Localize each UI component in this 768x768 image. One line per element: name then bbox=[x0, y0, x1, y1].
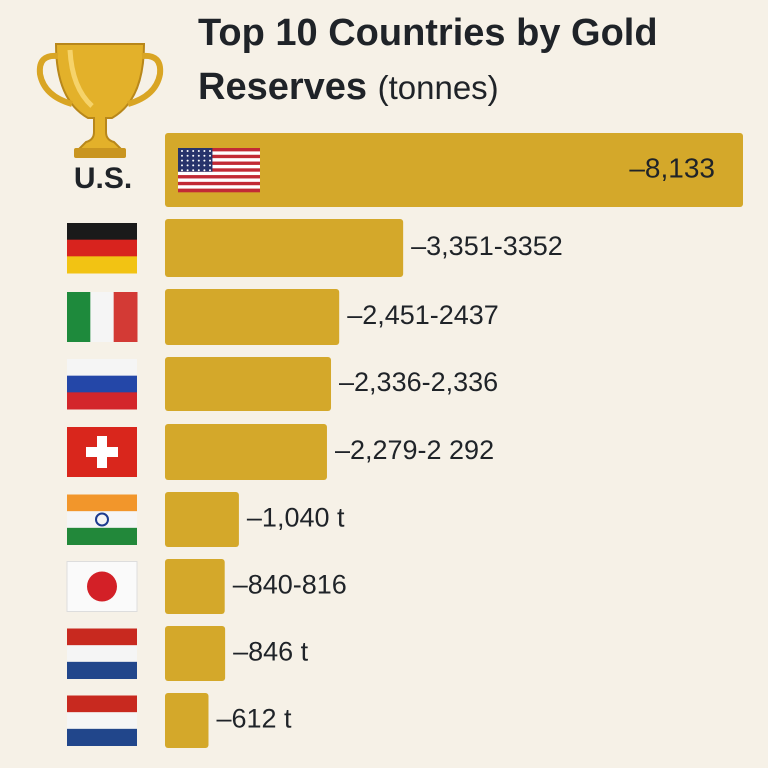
flag-star bbox=[209, 154, 211, 157]
flag-stripe bbox=[67, 645, 137, 663]
flag-stripe bbox=[67, 712, 137, 730]
flag-stripe bbox=[113, 292, 138, 342]
value-label: –3,351-3352 bbox=[411, 231, 563, 261]
value-label: –612 t bbox=[216, 704, 292, 734]
flag-star bbox=[181, 150, 183, 152]
flag-stripe bbox=[67, 728, 137, 746]
chart-title: Top 10 Countries by Gold Reserves bbox=[198, 12, 658, 108]
flag-star bbox=[186, 159, 189, 162]
flag-stripe bbox=[178, 175, 260, 179]
flag-stripe bbox=[178, 164, 260, 169]
flag-cross bbox=[86, 447, 118, 457]
flag-stripe bbox=[178, 171, 260, 176]
flag-stripe bbox=[67, 292, 91, 342]
flag-stripe bbox=[178, 158, 260, 162]
bar bbox=[165, 492, 239, 547]
flag-star bbox=[192, 154, 195, 157]
flag-star bbox=[209, 159, 211, 162]
flag-star bbox=[203, 164, 206, 167]
flag-stripe bbox=[67, 695, 137, 713]
flag-star bbox=[181, 154, 183, 157]
flag-star bbox=[186, 154, 189, 157]
flag-star bbox=[192, 164, 195, 167]
bar bbox=[165, 357, 332, 411]
bar bbox=[165, 693, 209, 748]
bar bbox=[165, 559, 225, 614]
flag-star bbox=[186, 164, 189, 167]
flag-stripe bbox=[90, 292, 115, 342]
flag-stripe bbox=[67, 527, 137, 545]
flag-stripe bbox=[67, 239, 137, 257]
unit: (tonnes) bbox=[377, 69, 499, 106]
flag-star bbox=[209, 164, 211, 167]
value-label: –2,336-2,336 bbox=[339, 367, 498, 397]
flag-sun bbox=[87, 571, 117, 602]
flag-star bbox=[192, 159, 195, 162]
value-label: –2,451-2437 bbox=[347, 300, 499, 330]
flag-star bbox=[197, 154, 200, 157]
flag-star bbox=[186, 169, 189, 172]
flag-star bbox=[186, 150, 189, 152]
bar bbox=[165, 424, 327, 480]
flag-stripe bbox=[178, 154, 260, 159]
trophy bbox=[36, 43, 164, 158]
flag-stripe bbox=[178, 168, 260, 172]
value-label: –8,133 bbox=[629, 152, 715, 183]
flag-stripe bbox=[178, 178, 260, 183]
flag-star bbox=[197, 150, 200, 152]
flag-stripe bbox=[178, 148, 260, 152]
flag-chakra bbox=[95, 512, 109, 527]
flag-star bbox=[197, 159, 200, 162]
bar bbox=[165, 626, 226, 681]
flag-stripe bbox=[178, 161, 260, 166]
flag-star bbox=[181, 169, 183, 172]
flag-stripe bbox=[67, 256, 137, 274]
flag-star bbox=[181, 159, 183, 162]
category-label: U.S. bbox=[74, 162, 132, 195]
value-label: –2,279-2 292 bbox=[335, 435, 494, 465]
flag-stripe bbox=[178, 188, 260, 193]
flag-stripe bbox=[178, 181, 260, 186]
flag-stripe bbox=[178, 151, 260, 156]
flag-stripe bbox=[67, 511, 137, 529]
bar bbox=[165, 219, 404, 277]
value-label: –846 t bbox=[233, 637, 309, 667]
flag-stripe bbox=[67, 661, 137, 679]
flag-star bbox=[197, 164, 200, 167]
chart-title-block: Top 10 Countries by Gold Reserves (tonne… bbox=[198, 6, 668, 115]
flag-star bbox=[209, 150, 211, 152]
flag-stripe bbox=[67, 359, 137, 377]
value-label: –840-816 bbox=[233, 570, 347, 600]
flag-stripe bbox=[67, 223, 137, 241]
value-label: –1,040 t bbox=[247, 503, 345, 533]
flag-canton bbox=[178, 148, 213, 172]
flag-star bbox=[197, 169, 200, 172]
flag-star bbox=[181, 164, 183, 167]
flag-star bbox=[192, 169, 195, 172]
flag-star bbox=[209, 169, 211, 172]
flag-stripe bbox=[67, 494, 137, 512]
flag-star bbox=[203, 150, 206, 152]
flag-star bbox=[192, 150, 195, 152]
flag-star bbox=[203, 154, 206, 157]
flag-stripe bbox=[67, 392, 137, 410]
flag-stripe bbox=[67, 628, 137, 646]
flag-star bbox=[203, 169, 206, 172]
bar bbox=[165, 133, 743, 207]
flag-stripe bbox=[67, 375, 137, 393]
bar bbox=[165, 289, 340, 345]
flag-stripe bbox=[178, 185, 260, 189]
flag-star bbox=[203, 159, 206, 162]
